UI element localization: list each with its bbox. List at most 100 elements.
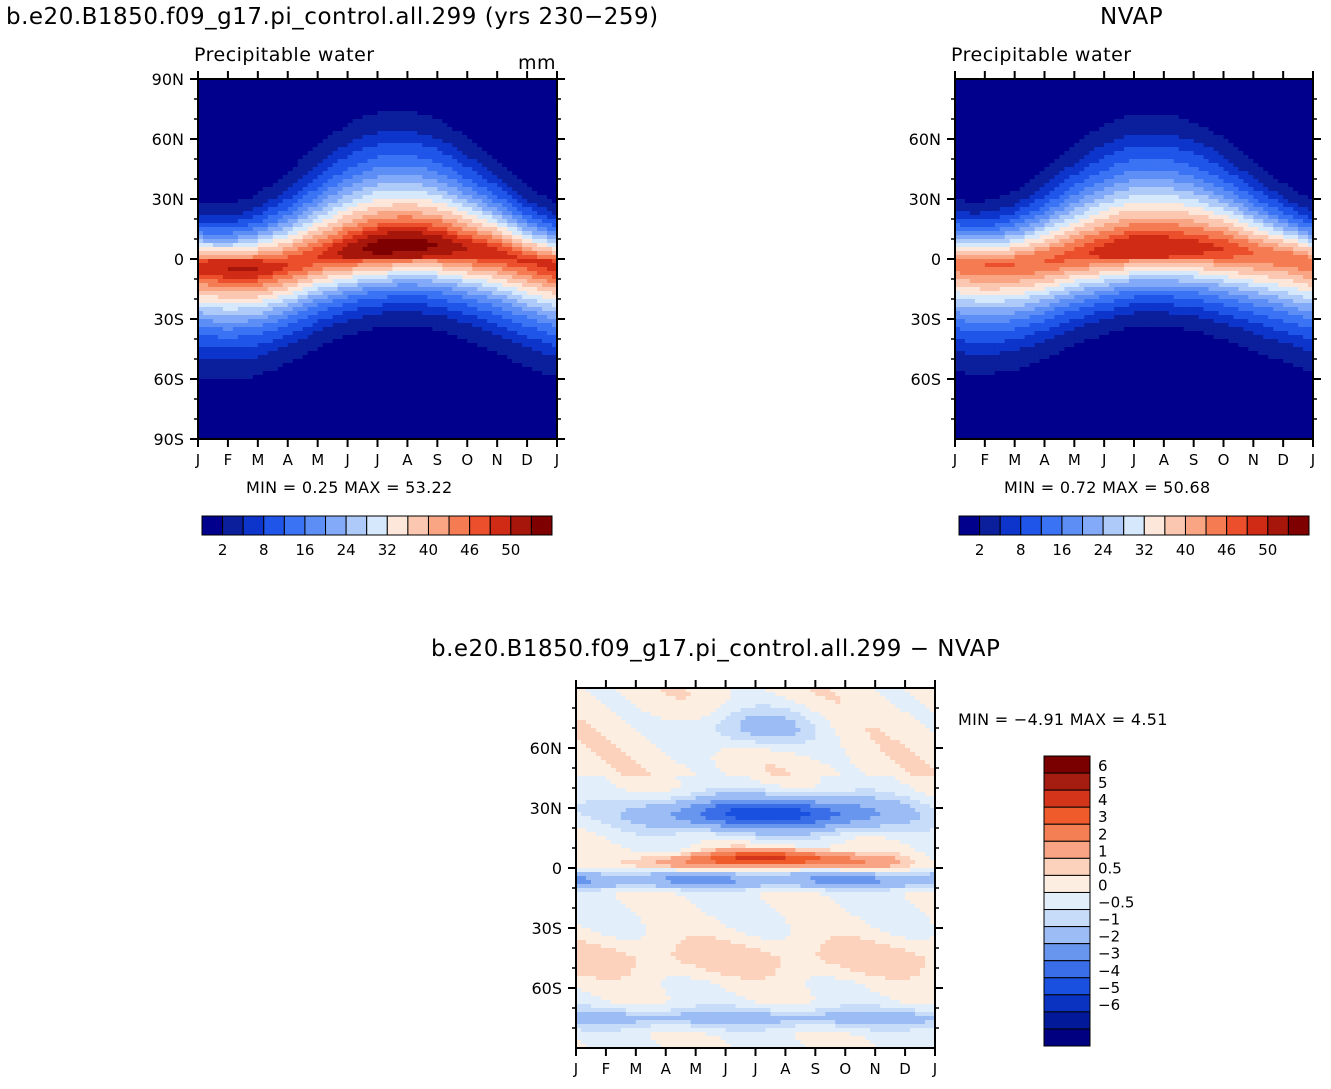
model-cell — [218, 243, 224, 248]
model-cell — [522, 331, 528, 336]
model-cell — [353, 139, 359, 144]
model-cell — [323, 287, 329, 292]
model-cell — [233, 207, 239, 212]
model-cell — [452, 299, 458, 304]
model-cell — [363, 143, 369, 148]
model-cell — [497, 127, 503, 132]
model-cell — [213, 295, 219, 300]
model-cell — [218, 311, 224, 316]
model-cell — [238, 195, 244, 200]
model-cell — [497, 123, 503, 128]
model-cell — [288, 103, 294, 108]
model-cell — [323, 115, 329, 120]
model-cell — [303, 191, 309, 196]
model-cell — [382, 259, 388, 264]
model-cell — [238, 151, 244, 156]
model-cell — [452, 187, 458, 192]
model-cell — [338, 351, 344, 356]
model-cell — [432, 311, 438, 316]
model-cell — [283, 135, 289, 140]
model-cell — [233, 87, 239, 92]
model-cell — [497, 155, 503, 160]
model-cell — [363, 243, 369, 248]
model-cell — [527, 171, 533, 176]
model-cell — [353, 235, 359, 240]
model-cell — [457, 215, 463, 220]
model-cell — [308, 187, 314, 192]
model-cell — [333, 243, 339, 248]
model-cell — [203, 291, 209, 296]
model-cell — [283, 207, 289, 212]
model-cell — [328, 247, 334, 252]
model-cell — [462, 267, 468, 272]
model-cell — [353, 251, 359, 256]
model-cell — [537, 247, 543, 252]
model-cell — [243, 283, 249, 288]
model-cell — [437, 171, 443, 176]
model-cell — [442, 199, 448, 204]
model-cell — [407, 191, 413, 196]
model-cell — [407, 151, 413, 156]
model-cell — [387, 179, 393, 184]
model-cell — [273, 107, 279, 112]
model-cell — [288, 239, 294, 244]
model-cell — [542, 283, 548, 288]
model-cell — [392, 343, 398, 348]
model-cell — [532, 299, 538, 304]
model-cell — [348, 171, 354, 176]
model-cell — [358, 283, 364, 288]
model-cell — [457, 195, 463, 200]
model-cell — [492, 127, 498, 132]
model-cell — [462, 143, 468, 148]
model-cell — [547, 319, 553, 324]
model-cell — [338, 343, 344, 348]
model-cell — [333, 187, 339, 192]
model-cell — [437, 203, 443, 208]
model-cell — [517, 99, 523, 104]
model-cell — [368, 147, 374, 152]
model-cell — [288, 279, 294, 284]
model-cell — [238, 167, 244, 172]
model-cell — [472, 235, 478, 240]
model-cell — [208, 351, 214, 356]
model-cell — [268, 239, 274, 244]
model-cell — [238, 163, 244, 168]
model-cell — [283, 131, 289, 136]
model-cell — [248, 323, 254, 328]
model-cell — [397, 267, 403, 272]
model-cell — [482, 219, 488, 224]
model-cell — [512, 303, 518, 308]
model-cell — [348, 279, 354, 284]
model-cell — [462, 131, 468, 136]
model-cell — [203, 315, 209, 320]
model-cell — [467, 351, 473, 356]
model-cell — [497, 103, 503, 108]
model-cell — [363, 323, 369, 328]
model-cell — [392, 307, 398, 312]
model-cell — [442, 91, 448, 96]
model-cell — [517, 215, 523, 220]
model-cell — [442, 331, 448, 336]
model-cell — [248, 275, 254, 280]
model-cell — [517, 199, 523, 204]
model-cell — [323, 307, 329, 312]
model-cell — [517, 123, 523, 128]
model-cell — [353, 183, 359, 188]
model-cell — [547, 107, 553, 112]
model-cell — [233, 211, 239, 216]
model-cell — [268, 323, 274, 328]
model-cell — [318, 131, 324, 136]
model-cell — [228, 287, 234, 292]
model-cell — [368, 131, 374, 136]
model-cell — [368, 283, 374, 288]
model-cell — [522, 119, 528, 124]
model-cell — [318, 347, 324, 352]
model-cell — [487, 95, 493, 100]
model-cell — [378, 131, 384, 136]
model-cell — [338, 195, 344, 200]
model-cell — [512, 179, 518, 184]
model-cell — [378, 327, 384, 332]
model-cell — [263, 275, 269, 280]
model-cell — [517, 203, 523, 208]
model-cell — [343, 195, 349, 200]
